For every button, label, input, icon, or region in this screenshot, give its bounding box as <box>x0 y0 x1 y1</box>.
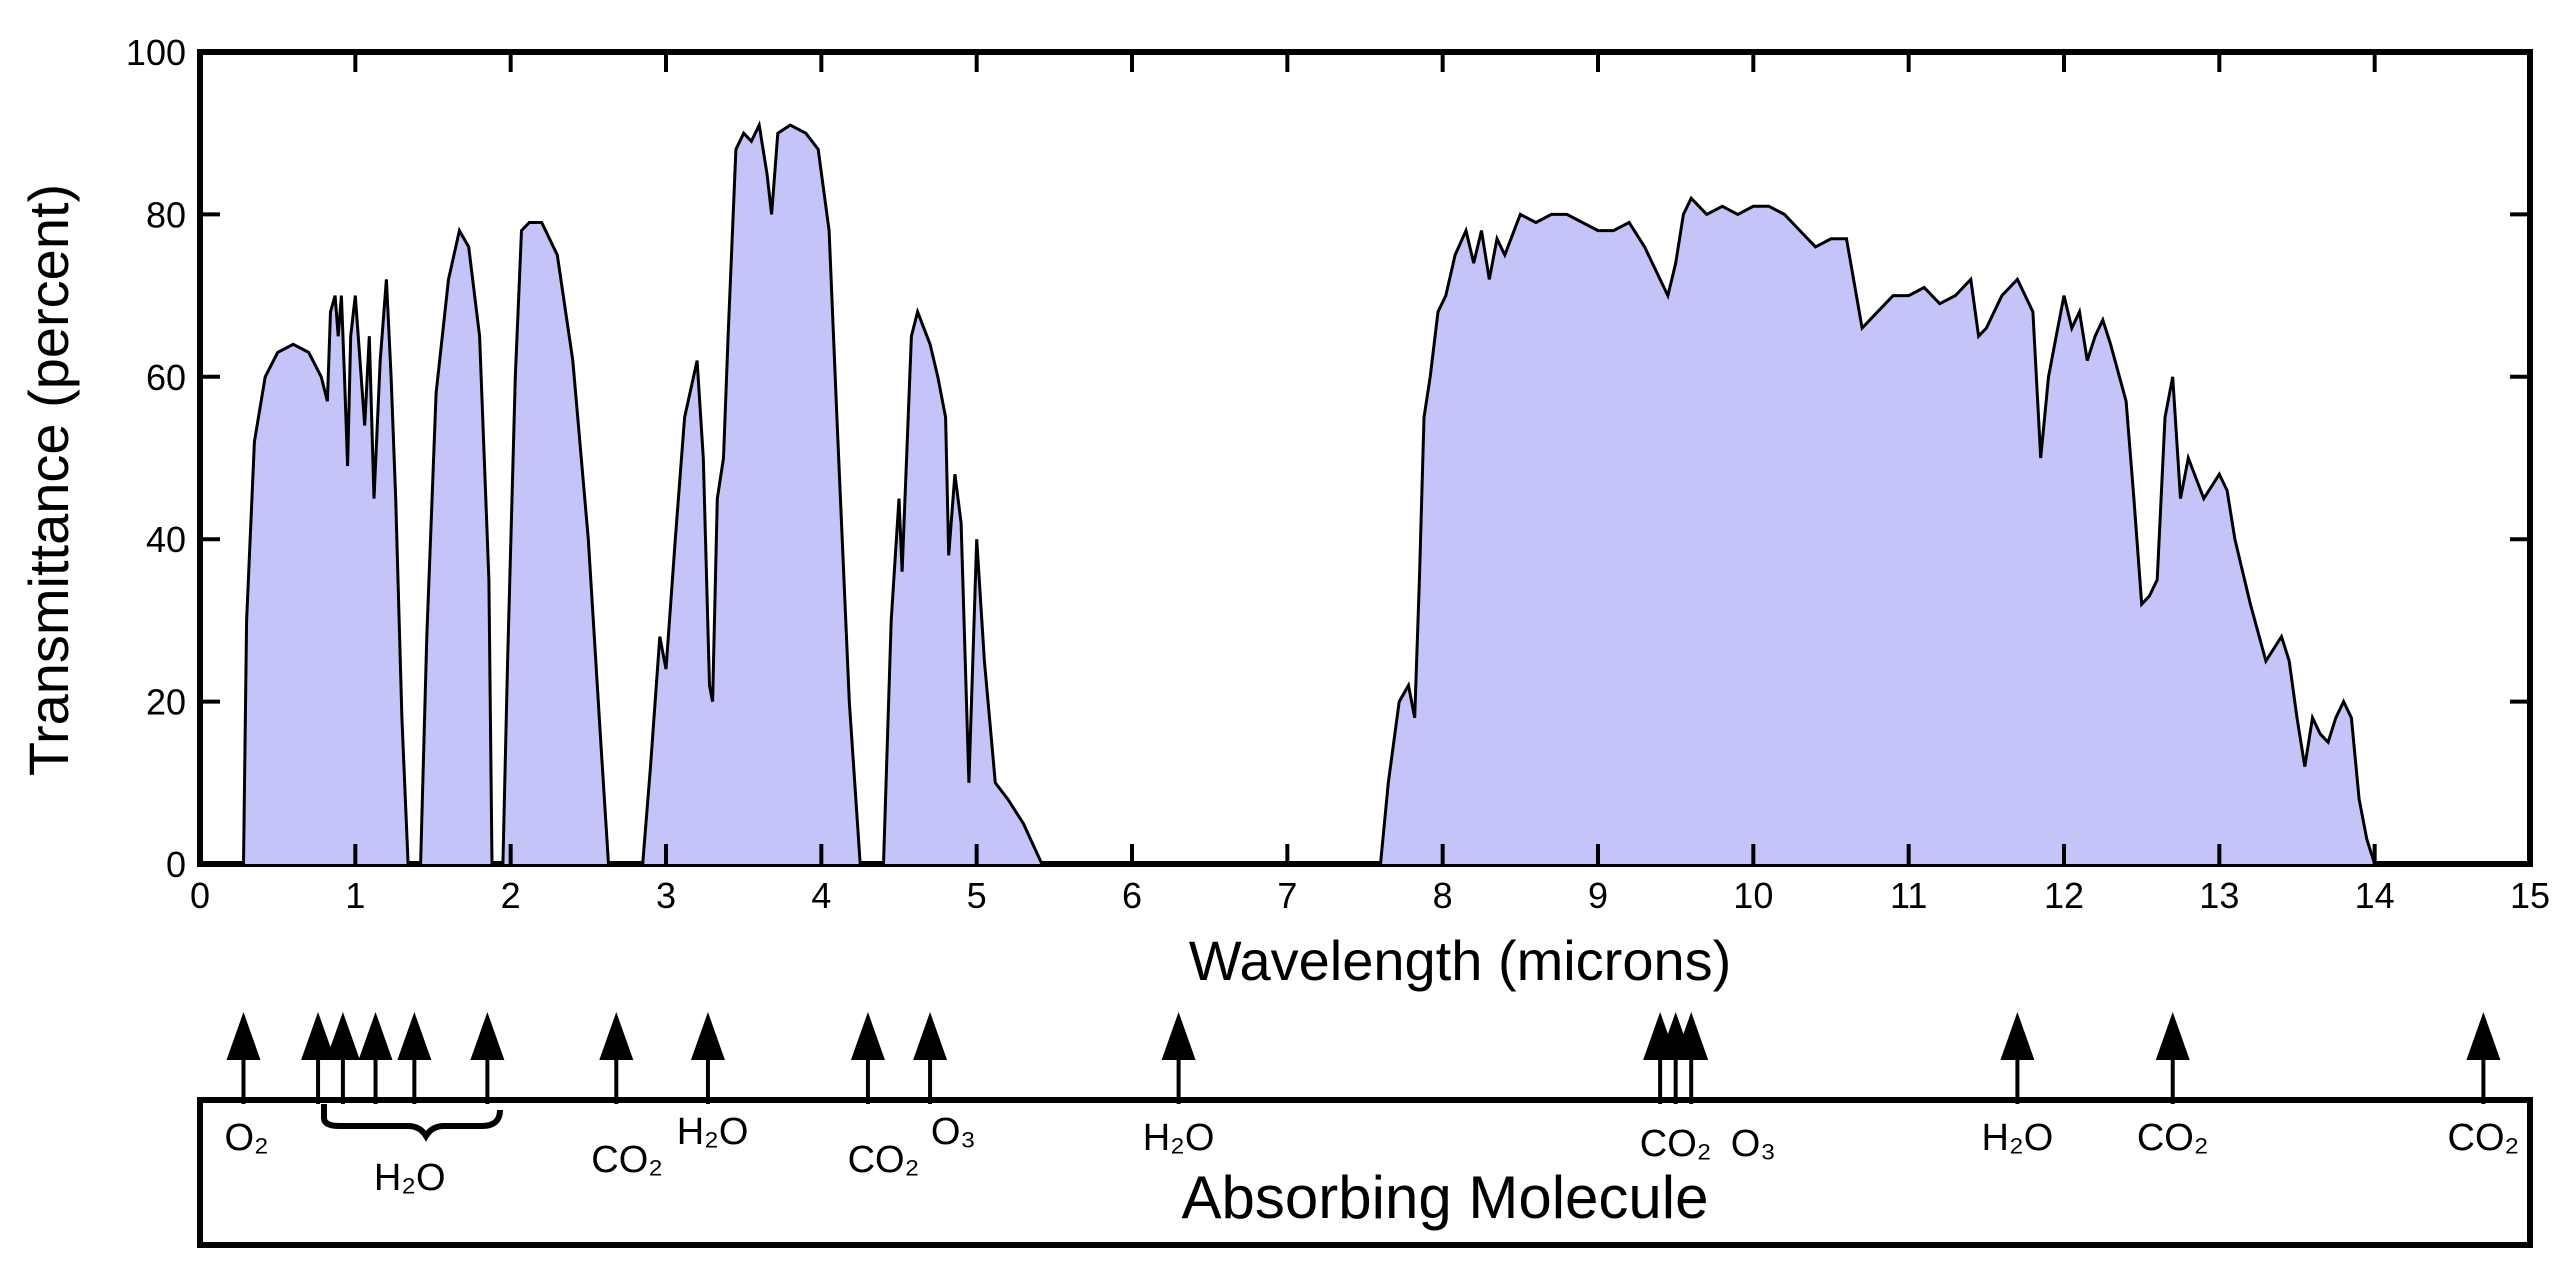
absorber-label: H₂O <box>1143 1117 1215 1159</box>
y-axis-title: Transmittance (percent) <box>17 184 80 776</box>
absorber-label: CO₂ <box>2448 1117 2520 1159</box>
absorber-arrowhead <box>2000 1012 2035 1060</box>
y-tick-label: 40 <box>146 519 186 560</box>
absorber-arrowhead <box>599 1012 634 1060</box>
absorber-arrowhead <box>358 1012 393 1060</box>
x-tick-label: 8 <box>1433 875 1453 916</box>
x-tick-label: 1 <box>345 875 365 916</box>
absorber-box <box>197 1097 2533 1248</box>
x-tick-label: 10 <box>1733 875 1773 916</box>
y-tick-label: 100 <box>126 32 186 73</box>
x-axis-title: Wavelength (microns) <box>1189 929 1732 992</box>
x-tick-label: 12 <box>2044 875 2084 916</box>
y-tick-label: 20 <box>146 682 186 723</box>
absorber-label: CO₂ <box>2137 1117 2209 1159</box>
absorber-label: H₂O <box>677 1111 749 1153</box>
absorber-arrowhead <box>470 1012 505 1060</box>
y-axis-ticks: 0 20 40 60 80 100 <box>126 32 2530 885</box>
absorber-box-title: Absorbing Molecule <box>1182 1164 1709 1231</box>
h2o-bracket <box>321 1104 503 1142</box>
y-tick-label: 60 <box>146 357 186 398</box>
absorber-arrowhead <box>913 1012 948 1060</box>
x-tick-label: 14 <box>2355 875 2395 916</box>
x-tick-label: 4 <box>811 875 831 916</box>
x-axis-ticks: 0 1 2 3 4 5 6 7 8 9 10 11 12 13 14 15 <box>190 52 2550 916</box>
x-tick-label: 0 <box>190 875 210 916</box>
absorber-arrowhead <box>226 1012 261 1060</box>
absorber-arrowhead <box>850 1012 885 1060</box>
absorber-arrowhead <box>2155 1012 2190 1060</box>
x-tick-label: 6 <box>1122 875 1142 916</box>
transmittance-area-layer <box>200 120 2530 866</box>
absorber-label: O₃ <box>931 1111 976 1153</box>
x-tick-label: 15 <box>2510 875 2550 916</box>
absorber-label: O₂ <box>224 1117 268 1159</box>
y-tick-label: 0 <box>166 844 186 885</box>
absorber-arrowhead <box>2466 1012 2501 1060</box>
absorber-arrowhead <box>1161 1012 1196 1060</box>
absorber-arrowhead <box>1674 1012 1709 1060</box>
absorber-arrowhead <box>690 1012 725 1060</box>
absorber-label: CO₂ <box>1640 1123 1712 1165</box>
transmittance-line <box>200 120 2530 866</box>
absorber-label: H₂O <box>374 1157 446 1199</box>
absorber-arrowhead <box>301 1012 336 1060</box>
x-tick-label: 3 <box>656 875 676 916</box>
x-tick-label: 7 <box>1277 875 1297 916</box>
x-tick-label: 11 <box>1890 875 1927 916</box>
x-tick-label: 2 <box>501 875 521 916</box>
absorber-arrowhead <box>325 1012 360 1060</box>
absorber-label: CO₂ <box>848 1139 920 1181</box>
x-tick-label: 13 <box>2199 875 2239 916</box>
absorber-labels: O₂ H₂O CO₂ H₂O CO₂ O₃ H₂O CO₂ O₃ H₂O CO₂ CO₂ <box>224 1111 2519 1199</box>
transmittance-area <box>200 125 2530 865</box>
absorber-label: O₃ <box>1731 1123 1776 1165</box>
y-tick-label: 80 <box>146 194 186 235</box>
absorber-arrowhead <box>397 1012 432 1060</box>
x-tick-label: 5 <box>967 875 987 916</box>
absorber-label: CO₂ <box>591 1139 663 1181</box>
absorber-label: H₂O <box>1982 1117 2054 1159</box>
x-tick-label: 9 <box>1588 875 1608 916</box>
absorber-arrows <box>226 1012 2501 1104</box>
